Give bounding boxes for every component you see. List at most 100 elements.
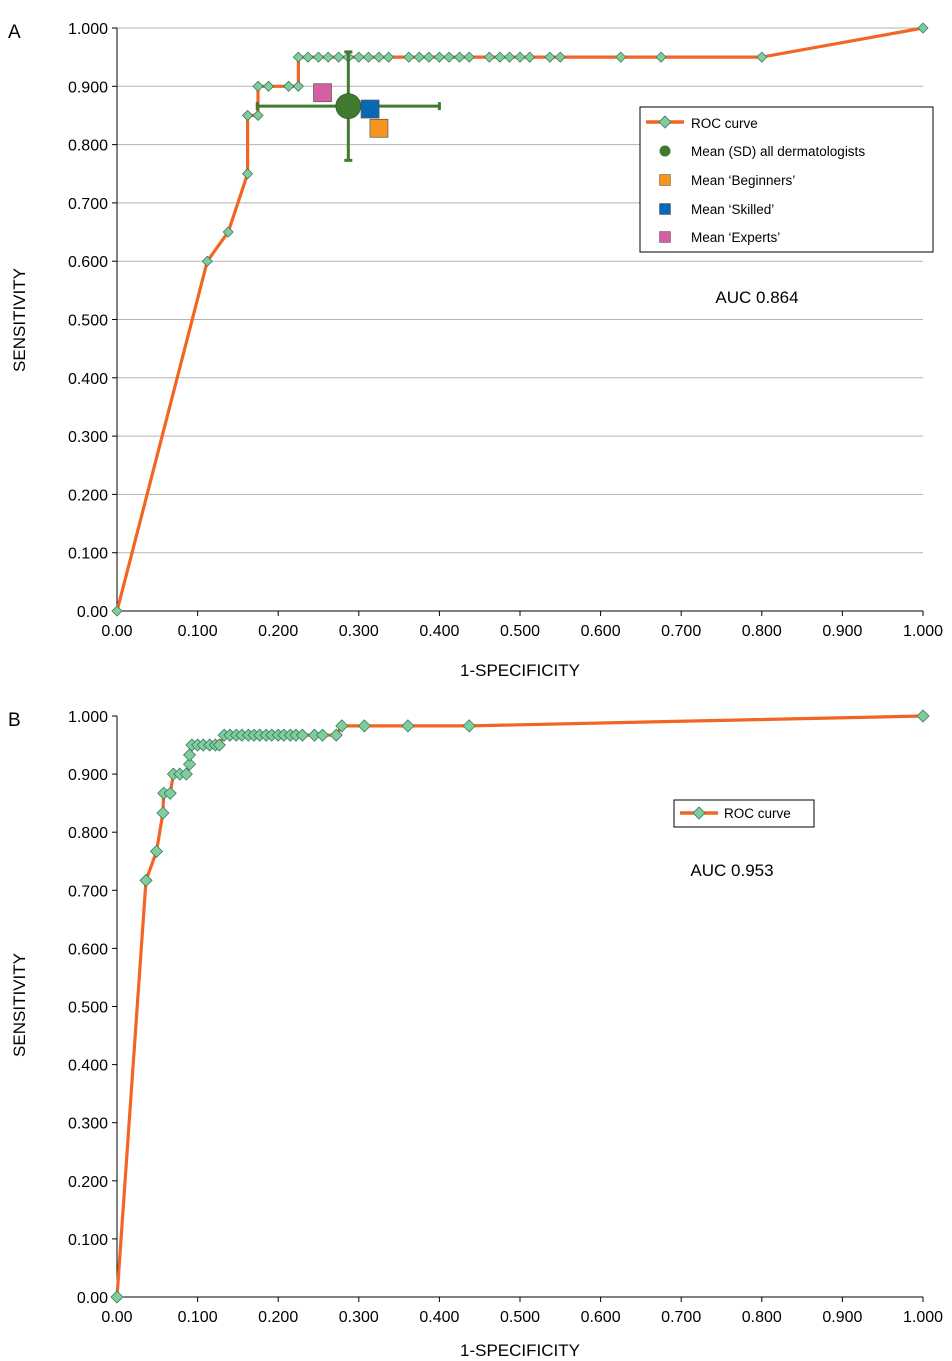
x-tick-label: 0.00	[101, 1309, 132, 1326]
x-tick-label: 0.200	[258, 1309, 298, 1326]
y-tick-label: 0.00	[77, 604, 108, 621]
roc-point-marker	[335, 719, 349, 733]
legend-diamond-icon-b	[692, 806, 706, 820]
mean-markers-a	[255, 50, 441, 162]
y-axis-label-b: SENSITIVITY	[10, 953, 29, 1057]
y-tick-label: 0.500	[68, 1000, 108, 1017]
roc-point-marker	[302, 51, 314, 63]
roc-point-marker	[139, 873, 153, 887]
y-tick-label: 0.200	[68, 1174, 108, 1191]
roc-point-marker	[262, 80, 275, 92]
y-tick-label: 0.800	[68, 138, 108, 155]
y-tick-label: 1.000	[68, 21, 108, 38]
y-tick-label: 0.100	[68, 546, 108, 563]
roc-markers-b	[110, 709, 930, 1304]
x-tick-label: 0.800	[742, 623, 782, 640]
roc-point-marker	[524, 51, 536, 63]
roc-point-marker	[413, 51, 425, 63]
y-tick-label: 0.700	[68, 196, 108, 213]
roc-point-marker	[443, 51, 455, 63]
panel-label-a: A	[8, 22, 21, 43]
y-tick-labels-b: 0.00 0.100 0.200 0.300 0.400 0.500 0.600 0.700 0…	[68, 709, 117, 1307]
legend-box-a	[639, 106, 934, 253]
roc-point-marker	[252, 80, 264, 92]
mean-all-dermatologists-marker	[335, 93, 362, 120]
roc-point-marker	[463, 51, 475, 63]
roc-point-marker	[917, 22, 929, 34]
roc-point-marker	[483, 51, 495, 63]
legend-label-roc-a: ROC curve	[691, 116, 758, 131]
y-tick-label: 0.700	[68, 883, 108, 900]
x-tick-label: 0.400	[419, 1309, 459, 1326]
x-axis-label-a: 1-SPECIFICITY	[460, 661, 580, 680]
x-tick-label: 0.900	[822, 623, 862, 640]
roc-point-marker	[916, 709, 930, 723]
y-tick-label: 0.600	[68, 254, 108, 271]
legend-b: ROC curve	[673, 799, 815, 828]
y-axis-label-a: SENSITIVITY	[10, 268, 29, 372]
legend-label-experts-a: Mean ‘Experts’	[691, 230, 780, 245]
roc-point-marker	[403, 51, 415, 63]
roc-point-marker	[494, 51, 506, 63]
roc-point-marker	[252, 109, 264, 122]
roc-point-marker	[544, 51, 556, 63]
legend-label-beginners-a: Mean ‘Beginners’	[691, 173, 795, 188]
roc-point-marker	[756, 51, 768, 63]
roc-point-marker	[383, 51, 395, 63]
x-tick-labels-a: 0.00 0.100 0.200 0.300 0.400 0.500 0.600 0.700 0…	[101, 611, 943, 640]
x-tick-label: 0.600	[581, 623, 621, 640]
y-tick-label: 0.100	[68, 1232, 108, 1249]
x-tick-label: 1.000	[903, 623, 943, 640]
roc-point-marker	[462, 719, 476, 733]
x-tick-label: 0.00	[101, 623, 132, 640]
y-tick-label: 0.600	[68, 941, 108, 958]
roc-point-marker	[149, 844, 164, 858]
roc-point-marker	[329, 728, 343, 742]
mean-beginners-marker	[369, 118, 389, 138]
roc-point-marker	[315, 728, 330, 742]
grid-lines-a	[117, 27, 923, 554]
roc-point-marker	[182, 748, 197, 762]
panel-a: A 0.00 0.100 0.200 0.300 0.400 0.500 0.600 0.70…	[8, 21, 943, 680]
roc-point-marker	[433, 51, 445, 63]
roc-point-marker	[222, 226, 234, 238]
auc-annotation-a: AUC 0.864	[715, 288, 798, 307]
roc-point-marker	[201, 255, 213, 267]
roc-point-marker	[111, 605, 123, 617]
legend-swatch-beginners-a	[659, 174, 671, 186]
legend-label-skilled-a: Mean ‘Skilled’	[691, 202, 774, 217]
y-tick-label: 1.000	[68, 709, 108, 726]
x-tick-label: 0.300	[339, 1309, 379, 1326]
x-tick-label: 0.400	[419, 623, 459, 640]
x-tick-label: 0.200	[258, 623, 298, 640]
roc-point-marker	[312, 51, 325, 63]
roc-point-marker	[357, 719, 372, 733]
roc-point-marker	[554, 51, 566, 63]
roc-point-marker	[212, 738, 226, 752]
panel-b: B 0.00 0.100 0.200 0.300 0.400 0.500 0.600 0.70…	[8, 709, 943, 1360]
y-tick-label: 0.00	[77, 1290, 108, 1307]
roc-point-marker	[182, 757, 197, 771]
roc-point-marker	[401, 719, 415, 733]
x-tick-label: 0.900	[822, 1309, 862, 1326]
x-tick-label: 1.000	[903, 1309, 943, 1326]
roc-point-marker	[615, 51, 627, 63]
roc-point-marker	[362, 51, 375, 63]
roc-point-marker	[322, 51, 334, 63]
roc-point-marker	[283, 80, 295, 92]
legend-swatch-all-a	[659, 145, 671, 157]
roc-point-marker	[179, 767, 193, 781]
x-tick-label: 0.600	[581, 1309, 621, 1326]
roc-markers-a	[111, 22, 929, 617]
roc-point-marker	[242, 168, 254, 180]
panel-label-b: B	[8, 710, 21, 731]
legend-a: ROC curve Mean (SD) all dermatologists M…	[639, 106, 934, 253]
roc-point-marker	[373, 51, 385, 63]
roc-point-marker	[353, 51, 365, 63]
x-tick-label: 0.700	[661, 1309, 701, 1326]
roc-point-marker	[292, 80, 304, 92]
mean-skilled-marker	[360, 99, 380, 119]
x-tick-label: 0.100	[178, 623, 218, 640]
roc-point-marker	[242, 109, 254, 122]
